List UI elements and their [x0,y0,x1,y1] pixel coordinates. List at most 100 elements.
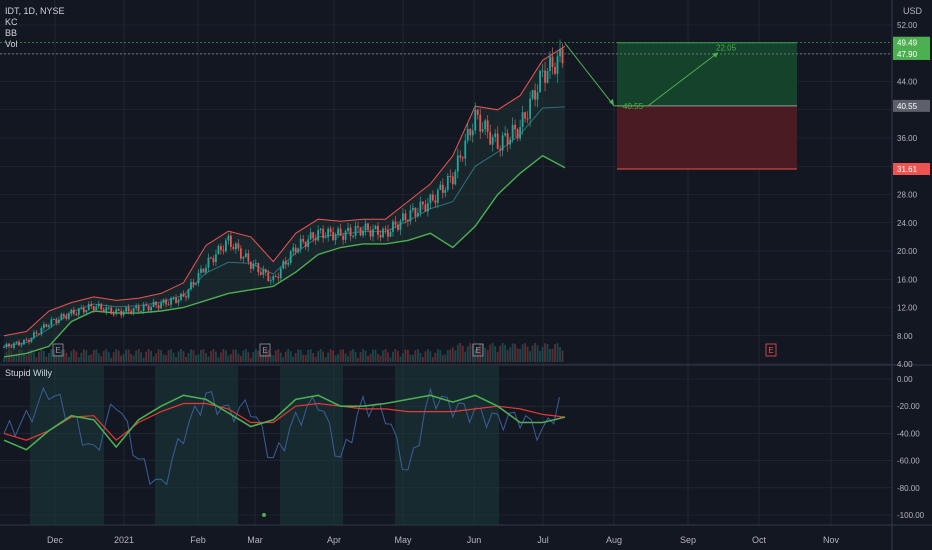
candle-body [102,309,105,313]
candle-body [145,304,148,306]
candle-body [65,316,68,319]
volume-bar [554,343,556,362]
candle-body [217,245,220,255]
candle-body [23,339,25,345]
indicator-vol[interactable]: Vol [5,39,18,49]
earnings-marker [52,343,64,357]
volume-bar [122,353,125,362]
y-tick-label: 52.00 [897,21,918,30]
volume-bar [33,352,35,362]
oscillator-pane[interactable] [3,366,566,525]
volume-bar [516,348,519,362]
candle-body [269,280,272,282]
indicator-bb[interactable]: BB [5,28,18,38]
volume-bar [394,349,397,362]
volume-bar [431,357,434,362]
volume-bar [45,356,48,362]
oscillator-title[interactable]: Stupid Willy [5,368,53,378]
volume-bar [205,353,207,362]
entry-price-label: 40.55 [897,102,918,111]
candle-body [479,114,482,132]
volume-bar [319,349,322,362]
candle-body [384,228,387,230]
candle-body [529,98,531,119]
volume-bar [227,355,230,362]
volume-bar [117,350,120,362]
candle-body [387,229,389,237]
candle-body [541,70,544,72]
candle-body [501,135,504,151]
volume-bar [384,349,387,362]
candle-body [561,48,564,64]
volume-bar [85,350,88,362]
candle-body [441,184,444,193]
osc-y-tick-label: -60.00 [897,457,920,466]
candle-body [42,324,45,329]
indicator-kc[interactable]: KC [5,17,18,27]
projection-path[interactable]: 40.55 22.05 [564,43,737,111]
candle-body [30,337,33,343]
y-tick-label: 4.00 [897,360,913,369]
candle-body [546,71,549,83]
volume-bar [342,349,344,362]
candle-body [142,304,145,311]
candle-body [456,155,459,172]
volume-bar [257,350,260,362]
candle-body [137,306,140,312]
band-basis-line [3,106,566,347]
candle-body [45,324,48,328]
candle-body [110,307,113,314]
volume-bar [514,343,517,362]
candle-body [352,235,354,237]
candle-body [160,302,162,309]
risk-reward-zones[interactable] [0,42,892,170]
candle-body [521,112,524,128]
volume-bar [439,350,442,362]
candle-body [489,131,492,145]
volume-bar [215,351,217,362]
symbol-title[interactable]: IDT, 1D, NYSE [5,6,65,16]
candle-body [237,243,240,249]
candle-body [499,148,502,151]
candle-body [67,313,70,319]
volume-bar [539,350,541,362]
candle-body [77,308,80,315]
candle-body [13,343,15,348]
volume-bar [501,343,504,362]
volume-bar [102,350,105,362]
volume-bar [105,349,108,362]
volume-bar [344,353,347,362]
volume-bar [195,355,197,362]
volume-bar [429,351,432,362]
volume-bar [3,358,5,362]
volume-bar [534,343,536,362]
osc-y-tick-label: -80.00 [897,484,920,493]
volume-bar [92,349,95,362]
candle-body [57,319,60,323]
target-zone [617,42,797,106]
volume-bar [329,349,332,362]
candle-body [47,325,50,328]
candle-body [534,90,536,100]
candle-body [439,184,442,190]
volume-bar [441,355,444,362]
candle-body [284,261,287,265]
candle-body [364,223,367,231]
candle-body [152,301,155,308]
candles[interactable] [3,39,564,350]
earnings-marker [259,343,271,357]
volume-bar [55,354,58,362]
last-price-label: 47.90 [897,50,918,59]
candle-body [170,297,172,305]
volume-bar [249,357,252,362]
candle-body [244,253,247,257]
candle-body [446,175,449,190]
volume-bar [392,351,394,362]
volume-bar [322,351,325,362]
candle-body [324,237,327,239]
volume-bar [15,353,18,362]
volume-bar [374,349,377,362]
candle-body [544,70,546,83]
